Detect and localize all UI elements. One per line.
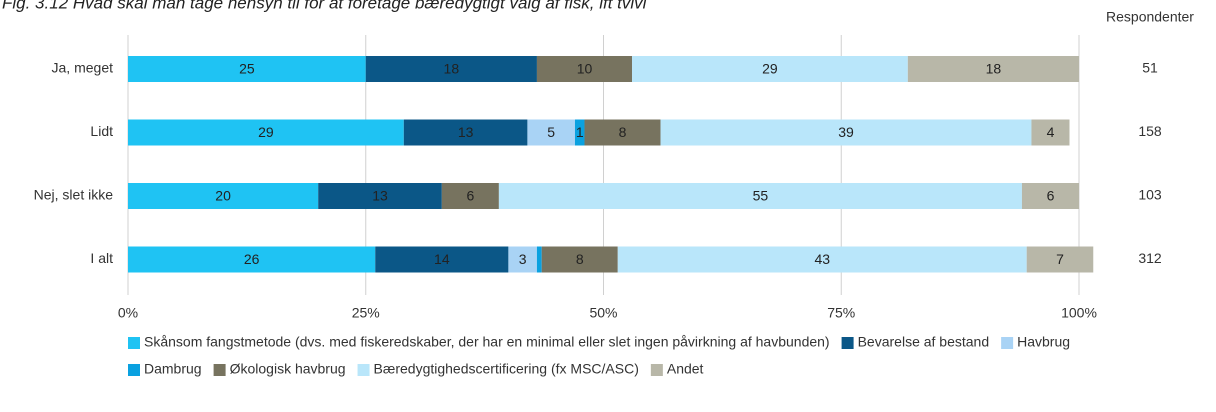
- data-label: 7: [1056, 251, 1064, 267]
- y-tick-label: Nej, slet ikke: [34, 187, 114, 203]
- data-label: 18: [444, 61, 460, 77]
- data-label: 8: [619, 124, 627, 140]
- bar-segment: [498, 183, 1022, 209]
- data-label: 43: [814, 251, 830, 267]
- data-label: 20: [215, 188, 231, 204]
- legend-label: Dambrug: [144, 361, 202, 377]
- respondents-value: 312: [1138, 250, 1162, 266]
- data-label: 29: [762, 61, 778, 77]
- bar-segment: [318, 183, 442, 209]
- bar-segment: [632, 56, 908, 82]
- bar-segment: [365, 56, 537, 82]
- x-tick-label: 75%: [827, 305, 855, 321]
- chart-title: Fig. 3.12 Hvad skal man tage hensyn til …: [2, 0, 648, 12]
- data-label: 18: [986, 61, 1002, 77]
- legend-label: Bæredygtighedscertificering (fx MSC/ASC): [374, 361, 639, 377]
- bar-segment: [584, 119, 661, 146]
- data-label: 13: [372, 188, 388, 204]
- legend-swatch: [1001, 337, 1014, 349]
- data-label: 13: [458, 124, 474, 140]
- data-label: 29: [258, 124, 274, 140]
- respondents-value: 51: [1142, 60, 1158, 76]
- data-label: 4: [1047, 124, 1055, 140]
- data-label: 1: [576, 124, 584, 140]
- bar-segment: [128, 246, 376, 273]
- data-label: 3: [519, 251, 527, 267]
- data-label: 6: [1047, 188, 1055, 204]
- bar-segment: [441, 183, 499, 209]
- respondents-value: 103: [1138, 187, 1162, 203]
- legend-swatch: [841, 337, 854, 349]
- data-label: 39: [838, 124, 854, 140]
- y-tick-label: I alt: [90, 250, 113, 266]
- bar-segment: [574, 119, 585, 146]
- bar-segment: [907, 56, 1079, 82]
- x-tick-label: 25%: [352, 305, 380, 321]
- data-label: 8: [576, 251, 584, 267]
- data-label: 10: [577, 61, 593, 77]
- bar-segment: [375, 246, 509, 273]
- bar-segment: [128, 183, 319, 209]
- bar-segment: [128, 119, 404, 146]
- bar-segment: [1031, 119, 1070, 146]
- data-label: 55: [753, 188, 769, 204]
- bar-segment: [660, 119, 1032, 146]
- data-label: 6: [466, 188, 474, 204]
- bar-segment: [536, 56, 633, 82]
- bar-segment: [527, 119, 575, 146]
- bar-segment: [617, 246, 1027, 273]
- bar-segment: [403, 119, 528, 146]
- data-label: 14: [434, 251, 450, 267]
- x-tick-label: 100%: [1061, 305, 1097, 321]
- legend-label: Bevarelse af bestand: [858, 334, 990, 350]
- bar-segment: [508, 246, 537, 273]
- legend-swatch: [357, 364, 370, 376]
- respondents-header: Respondenter: [1106, 9, 1194, 25]
- legend-swatch: [128, 337, 140, 349]
- y-tick-label: Ja, meget: [52, 60, 114, 76]
- bar-segment: [128, 56, 366, 82]
- legend-label: Andet: [667, 361, 704, 377]
- bar-segment: [541, 246, 618, 273]
- x-tick-label: 0%: [118, 305, 138, 321]
- bar-segment: [1026, 246, 1094, 273]
- data-label: 5: [547, 124, 555, 140]
- legend-label: Økologisk havbrug: [230, 361, 346, 377]
- legend-swatch: [128, 364, 140, 376]
- bar-segment: [1021, 183, 1079, 209]
- legend-label: Havbrug: [1017, 334, 1070, 350]
- legend-swatch: [213, 364, 226, 376]
- legend-label: Skånsom fangstmetode (dvs. med fiskereds…: [144, 334, 830, 350]
- data-label: 25: [239, 61, 255, 77]
- x-tick-label: 50%: [589, 305, 617, 321]
- y-tick-label: Lidt: [90, 123, 113, 139]
- bar-segment: [536, 246, 542, 273]
- respondents-value: 158: [1138, 123, 1162, 139]
- data-label: 26: [244, 251, 260, 267]
- legend-swatch: [650, 364, 663, 376]
